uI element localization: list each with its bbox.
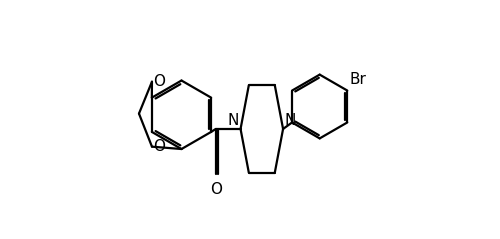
Text: O: O [210,182,222,197]
Text: Br: Br [350,72,366,87]
Text: N: N [228,113,239,128]
Text: O: O [153,74,165,89]
Text: N: N [284,113,296,128]
Text: O: O [153,139,165,154]
